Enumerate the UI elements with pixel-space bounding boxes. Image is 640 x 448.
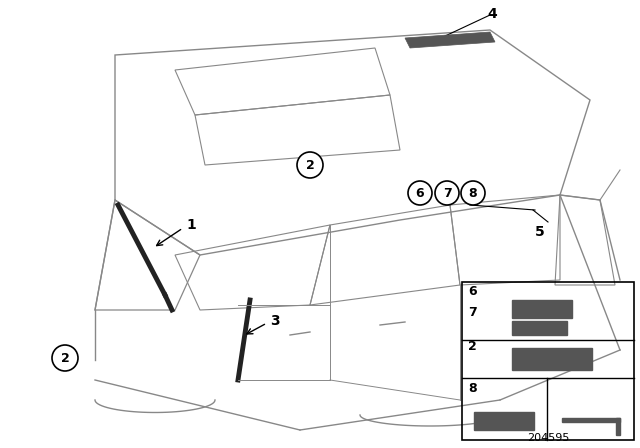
Polygon shape — [405, 32, 495, 48]
Bar — [512, 300, 572, 318]
Text: 3: 3 — [270, 314, 280, 328]
Text: 8: 8 — [468, 382, 477, 395]
Text: 4: 4 — [487, 7, 497, 21]
Circle shape — [435, 181, 459, 205]
Circle shape — [408, 181, 432, 205]
Polygon shape — [616, 418, 620, 435]
Text: 7: 7 — [443, 186, 451, 199]
Circle shape — [461, 181, 485, 205]
Text: 1: 1 — [186, 218, 196, 232]
Text: 7: 7 — [468, 306, 477, 319]
Circle shape — [52, 345, 78, 371]
Text: 6: 6 — [468, 285, 477, 298]
Polygon shape — [562, 418, 620, 422]
Text: 8: 8 — [468, 186, 477, 199]
Bar — [512, 348, 592, 370]
Text: 204595: 204595 — [527, 433, 569, 443]
Text: 6: 6 — [416, 186, 424, 199]
Circle shape — [297, 152, 323, 178]
Bar — [474, 412, 534, 430]
Text: 2: 2 — [306, 159, 314, 172]
Text: 5: 5 — [535, 225, 545, 239]
Text: 2: 2 — [61, 352, 69, 365]
Text: 2: 2 — [468, 340, 477, 353]
Bar — [512, 321, 567, 335]
